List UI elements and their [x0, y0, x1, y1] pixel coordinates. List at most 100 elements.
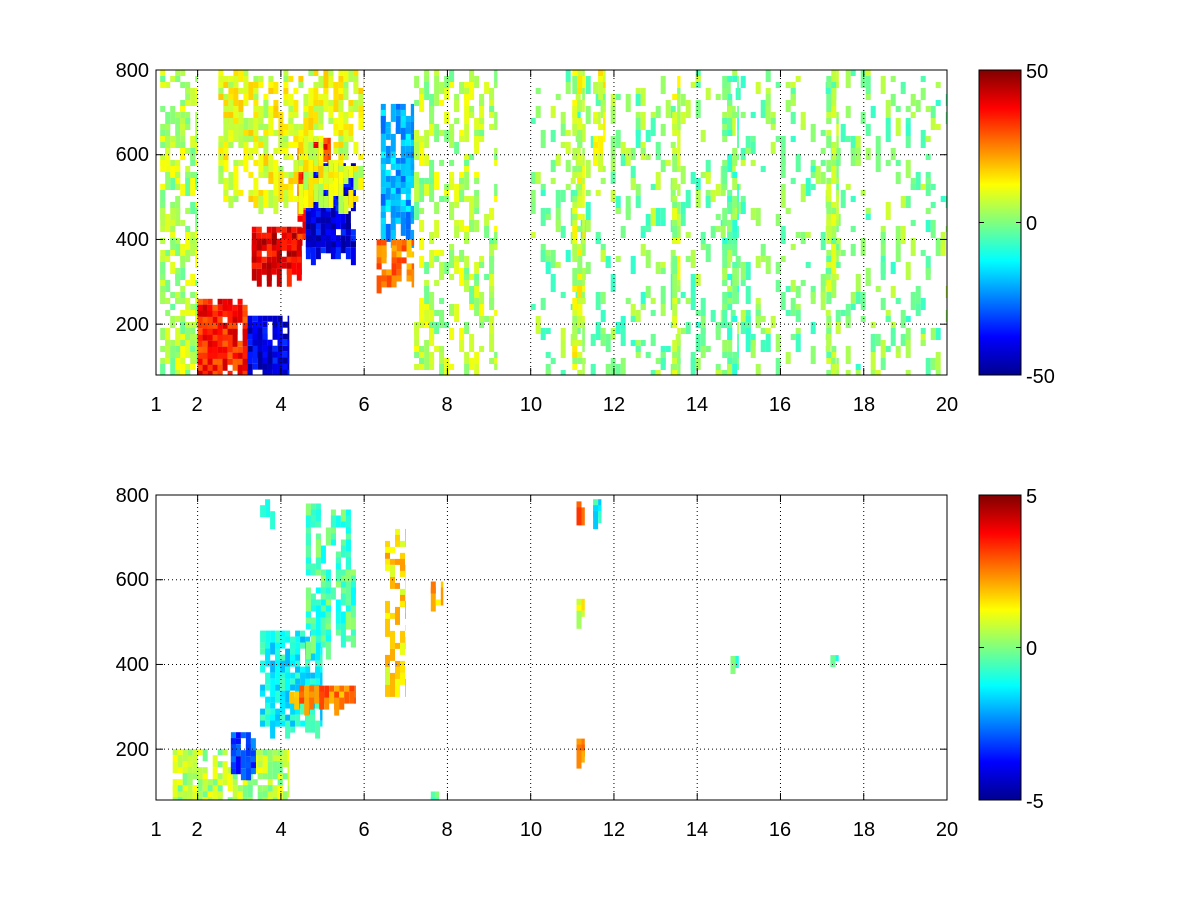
heatmap-cell: [180, 148, 186, 160]
heatmap-cell: [192, 749, 198, 762]
heatmap-cell: [310, 648, 316, 661]
heatmap-cell: [315, 605, 321, 618]
heatmap-cell: [582, 358, 585, 375]
heatmap-cell: [672, 226, 678, 244]
heatmap-cell: [275, 720, 281, 727]
heatmap-cell: [410, 133, 415, 140]
heatmap-cell: [630, 256, 636, 274]
heatmap-cell: [268, 130, 274, 136]
heatmap-cell: [343, 142, 349, 160]
heatmap-cell: [630, 340, 636, 346]
heatmap-cell: [449, 130, 455, 148]
heatmap-cell: [267, 749, 273, 762]
heatmap-cell: [268, 88, 274, 94]
heatmap-cell: [322, 137, 328, 144]
heatmap-cell: [250, 762, 256, 769]
x-tick-label: 14: [686, 394, 708, 416]
heatmap-cell: [180, 364, 186, 375]
heatmap-cell: [395, 109, 401, 116]
heatmap-cell: [343, 196, 349, 214]
heatmap-cell: [328, 82, 334, 88]
heatmap-cell: [343, 178, 349, 184]
heatmap-cell: [353, 100, 359, 106]
heatmap-cell: [343, 88, 349, 100]
heatmap-cell: [348, 70, 354, 82]
heatmap-cell: [449, 304, 455, 316]
heatmap-cell: [330, 223, 336, 230]
heatmap-cell: [695, 358, 701, 370]
heatmap-cell: [283, 76, 289, 82]
heatmap-cell: [217, 298, 223, 305]
heatmap-cell: [620, 328, 626, 346]
heatmap-cell: [680, 112, 686, 124]
heatmap-cell: [745, 148, 751, 154]
heatmap-cell: [381, 275, 387, 282]
heatmap-cell: [905, 160, 911, 178]
heatmap-cell: [582, 298, 585, 304]
heatmap-cell: [222, 358, 228, 371]
heatmap-cell: [345, 539, 351, 552]
heatmap-cell: [353, 106, 359, 112]
heatmap-cell: [228, 142, 234, 148]
heatmap-cell: [831, 364, 837, 375]
heatmap-cell: [840, 250, 846, 256]
heatmap-cell: [328, 184, 334, 190]
heatmap-cell: [283, 154, 289, 160]
heatmap-cell: [915, 100, 921, 112]
heatmap-cell: [930, 328, 936, 340]
heatmap-cell: [935, 82, 941, 88]
heatmap-cell: [831, 352, 837, 358]
heatmap-cell: [555, 262, 561, 268]
heatmap-cell: [429, 232, 435, 244]
heatmap-cell: [800, 280, 806, 286]
heatmap-cell: [560, 226, 566, 238]
heatmap-cell: [170, 292, 176, 298]
y-tick-label: 600: [116, 144, 149, 166]
heatmap-cell: [572, 172, 578, 178]
heatmap-cell: [885, 100, 891, 118]
heatmap-cell: [640, 292, 646, 310]
heatmap-cell: [715, 370, 721, 375]
heatmap-cell: [303, 196, 309, 208]
heatmap-cell: [319, 691, 325, 710]
heatmap-cell: [414, 100, 420, 106]
heatmap-cell: [243, 142, 249, 148]
heatmap-cell: [233, 88, 239, 94]
heatmap-cell: [454, 184, 460, 202]
heatmap-cell: [845, 136, 851, 142]
heatmap-cell: [320, 545, 326, 564]
heatmap-cell: [469, 304, 475, 310]
heatmap-cell: [242, 370, 248, 376]
heatmap-cell: [910, 238, 916, 256]
heatmap-cell: [267, 761, 273, 780]
heatmap-cell: [494, 358, 498, 364]
heatmap-cell: [268, 82, 274, 88]
heatmap-cell: [434, 220, 440, 238]
heatmap-cell: [620, 358, 626, 375]
heatmap-cell: [318, 136, 324, 142]
heatmap-cell: [248, 148, 254, 160]
heatmap-cell: [737, 226, 739, 238]
heatmap-cell: [262, 339, 268, 346]
heatmap-cell: [187, 773, 193, 786]
heatmap-cell: [750, 136, 756, 142]
heatmap-cell: [340, 635, 346, 648]
heatmap-cell: [222, 328, 228, 335]
heatmap-cell: [257, 767, 263, 774]
heatmap-cell: [305, 599, 311, 618]
heatmap-cell: [705, 346, 711, 352]
heatmap-cell: [288, 154, 294, 160]
heatmap-cell: [672, 154, 678, 172]
heatmap-cell: [560, 292, 566, 298]
heatmap-cell: [885, 124, 891, 142]
x-tick-label: 20: [936, 394, 958, 416]
heatmap-cell: [304, 697, 310, 716]
heatmap-cell: [296, 268, 302, 275]
heatmap-cell: [170, 178, 176, 190]
heatmap-cell: [755, 208, 761, 226]
heatmap-cell: [237, 364, 243, 376]
heatmap-cell: [282, 357, 288, 364]
heatmap-cell: [630, 178, 636, 190]
heatmap-cell: [935, 124, 941, 130]
heatmap-cell: [285, 678, 291, 691]
